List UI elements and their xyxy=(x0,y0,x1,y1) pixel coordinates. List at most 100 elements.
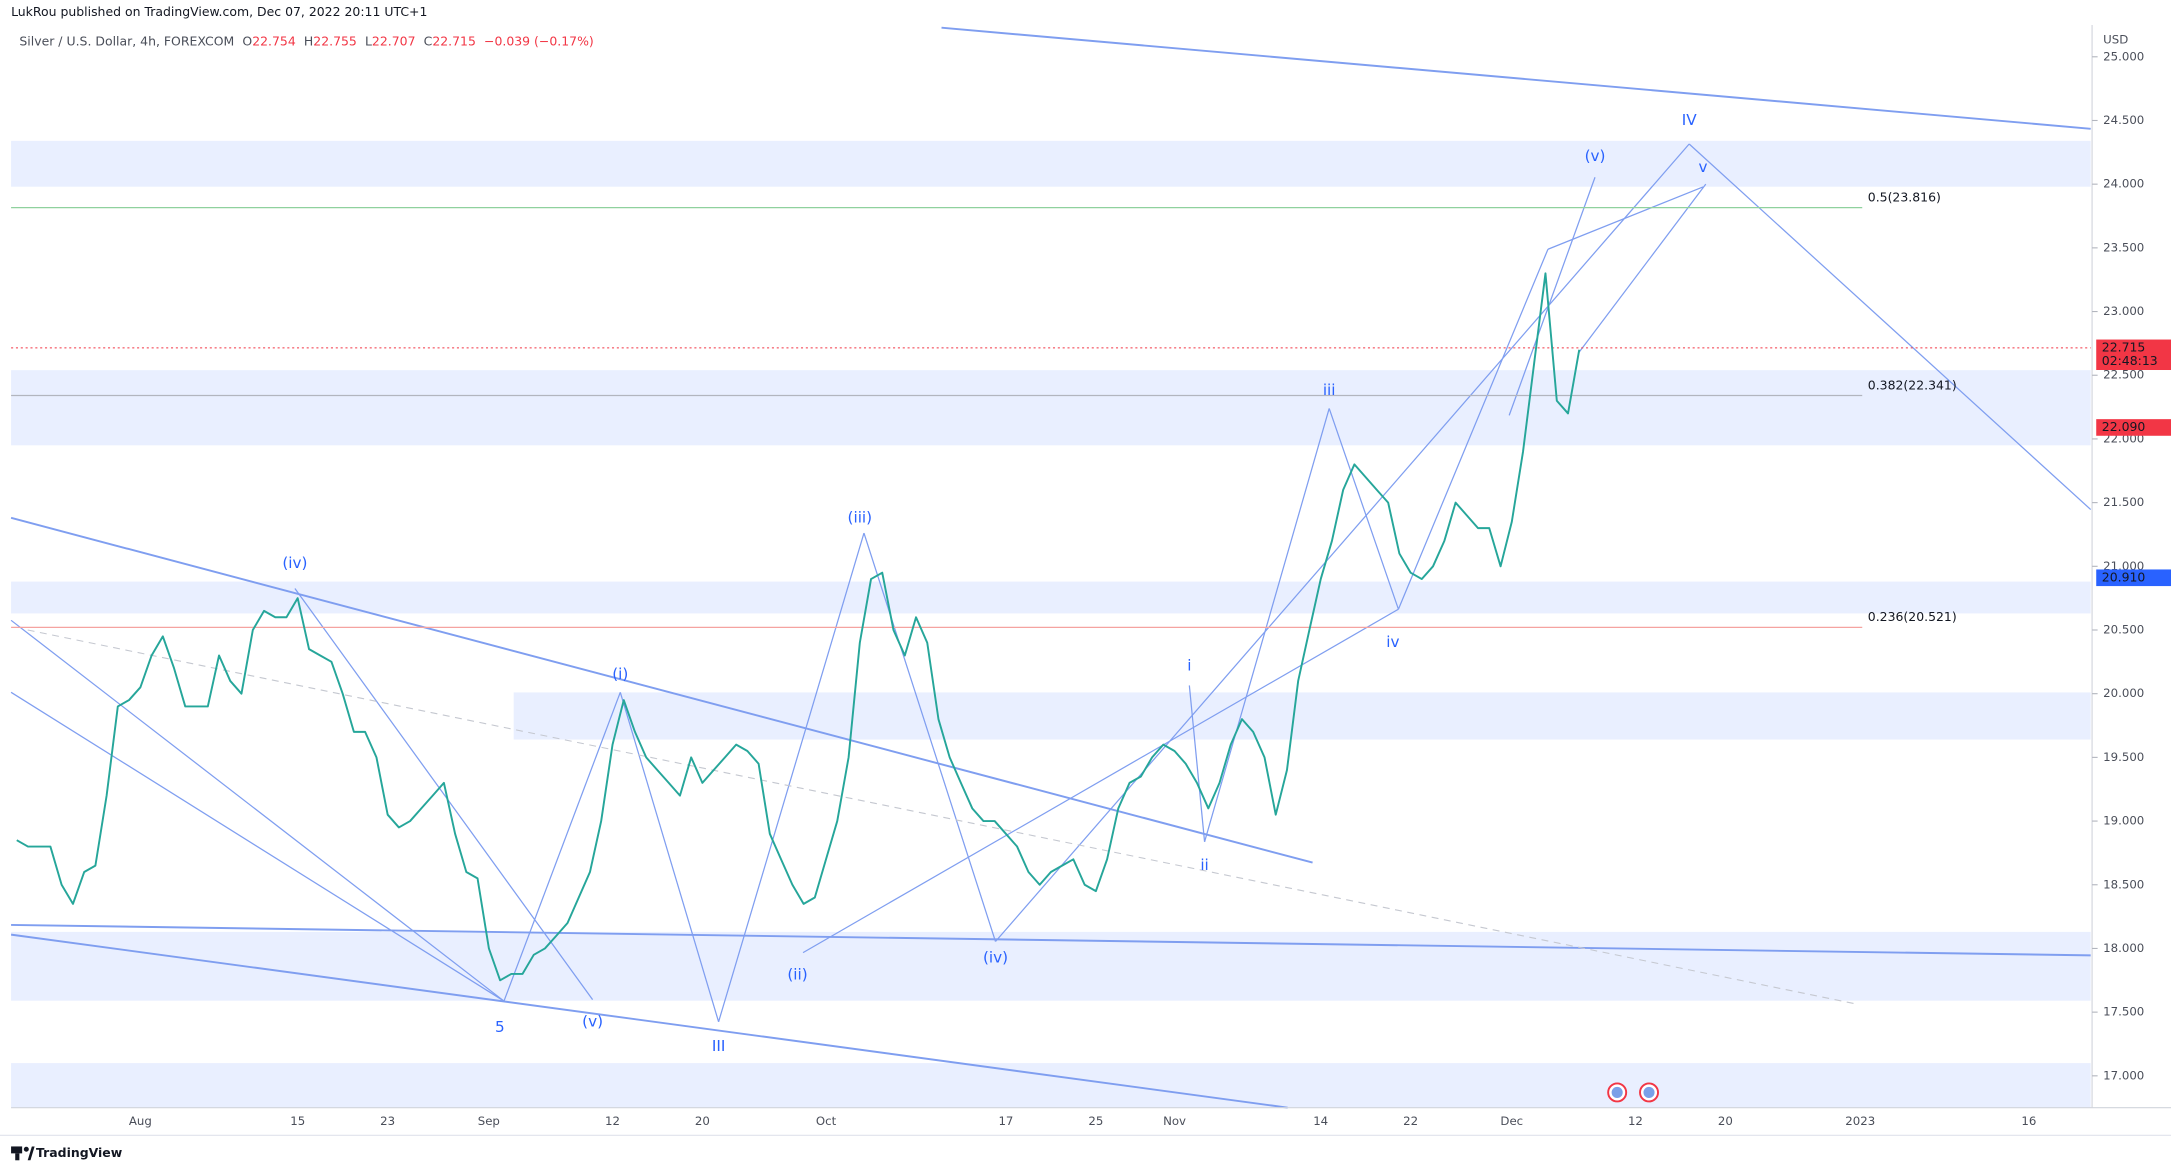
y-tick-label: 21.500 xyxy=(2103,495,2144,509)
y-tick-label: 21.000 xyxy=(2103,559,2144,573)
trendline xyxy=(941,26,2091,130)
x-tick-label: 20 xyxy=(1718,1114,1733,1128)
price-line xyxy=(16,272,1581,982)
ohlc-value: 22.755 xyxy=(313,33,357,48)
footer-logo xyxy=(11,1146,35,1161)
footer-brand: TradingView xyxy=(36,1145,123,1160)
trendline xyxy=(1577,183,1707,354)
x-tick-label: Nov xyxy=(1163,1114,1186,1128)
ohlc-value: 22.715 xyxy=(432,33,476,48)
y-tick-label: 23.500 xyxy=(2103,240,2144,254)
event-icon-fill xyxy=(1611,1086,1623,1098)
wave-label: 5 xyxy=(495,1018,505,1036)
trendline xyxy=(11,923,2091,957)
y-tick-label: 18.500 xyxy=(2103,877,2144,891)
ohlc-key: O xyxy=(242,33,252,48)
ohlc-key: L xyxy=(365,33,372,48)
x-tick-label: 15 xyxy=(290,1114,305,1128)
trendline xyxy=(1688,143,2092,511)
price-marker-label: 22.090 xyxy=(2102,419,2146,434)
symbol-line: Silver / U.S. Dollar, 4h, FOREXCOM O 22.7… xyxy=(19,33,593,48)
x-tick-label: 23 xyxy=(380,1114,395,1128)
wave-label: iii xyxy=(1323,381,1336,399)
y-tick-label: 18.000 xyxy=(2103,941,2144,955)
logo-shape xyxy=(11,1146,23,1154)
x-tick-label: 25 xyxy=(1088,1114,1103,1128)
plot-area: 0.5(23.816) 0.382(22.341) 0.236(20.521) xyxy=(10,26,2092,1109)
symbol: Silver / U.S. Dollar, 4h, FOREXCOM xyxy=(19,33,234,48)
logo-shape xyxy=(15,1153,20,1161)
ohlc-value: 22.707 xyxy=(372,33,416,48)
y-tick-label: 20.000 xyxy=(2103,686,2144,700)
trendline xyxy=(995,143,1690,942)
x-tick-label: 16 xyxy=(2021,1114,2036,1128)
y-tick-label: 20.500 xyxy=(2103,622,2144,636)
x-tick-label: 12 xyxy=(1628,1114,1643,1128)
x-tick-label: 2023 xyxy=(1845,1114,1875,1128)
y-tick-label: 25.000 xyxy=(2103,49,2144,63)
y-tick-label: 19.500 xyxy=(2103,750,2144,764)
wave-label: (v) xyxy=(1585,147,1606,165)
zone xyxy=(11,581,2091,614)
wave-label: (iv) xyxy=(983,949,1008,967)
price-marker-label: 20.910 xyxy=(2102,569,2146,584)
fib-label: 0.236(20.521) xyxy=(1868,609,1957,624)
trendline xyxy=(1188,685,1206,842)
trendline xyxy=(294,588,594,1001)
zone xyxy=(11,140,2091,187)
zone xyxy=(11,370,2091,446)
zone xyxy=(11,1063,2091,1108)
currency: USD xyxy=(2103,33,2128,47)
wave-label: III xyxy=(712,1037,725,1055)
x-tick-label: 17 xyxy=(998,1114,1013,1128)
ohlc-key: C xyxy=(424,33,433,48)
wave-label: i xyxy=(1187,656,1191,674)
price-marker xyxy=(2096,569,2171,587)
zone xyxy=(11,931,2091,1001)
publisher: LukRou published on TradingView.com, Dec… xyxy=(11,4,427,19)
price-marker xyxy=(2096,339,2171,371)
trendline xyxy=(10,691,505,1002)
price-marker-label: 22.715 xyxy=(2102,339,2146,354)
change: −0.039 (−0.17%) xyxy=(484,33,594,48)
trendline xyxy=(503,692,621,1002)
wave-label: (iv) xyxy=(282,554,307,572)
trendline xyxy=(1203,408,1330,843)
price-marker xyxy=(2096,419,2171,436)
wave-label: IV xyxy=(1682,111,1697,129)
x-tick-label: Aug xyxy=(129,1114,152,1128)
x-tick-label: 12 xyxy=(605,1114,620,1128)
logo-shape xyxy=(23,1146,29,1152)
wave-label: ii xyxy=(1200,856,1208,874)
fib-label: 0.5(23.816) xyxy=(1868,189,1941,204)
trendline xyxy=(802,608,1399,954)
wave-label: (iii) xyxy=(848,508,873,526)
trendline xyxy=(1508,177,1596,416)
trendline xyxy=(10,516,1313,864)
x-tick-label: Oct xyxy=(816,1114,837,1128)
y-tick-label: 23.000 xyxy=(2103,304,2144,318)
y-tick-label: 19.000 xyxy=(2103,814,2144,828)
x-tick-label: 20 xyxy=(695,1114,710,1128)
trendline xyxy=(10,619,505,1002)
y-tick-label: 24.000 xyxy=(2103,177,2144,191)
x-tick-label: Dec xyxy=(1500,1114,1523,1128)
x-tick-label: Sep xyxy=(478,1114,500,1128)
x-tick-label: 14 xyxy=(1313,1114,1328,1128)
trendline xyxy=(717,532,865,1023)
y-tick-label: 17.000 xyxy=(2103,1068,2144,1082)
wave-label: iv xyxy=(1386,633,1399,651)
y-tick-label: 24.500 xyxy=(2103,113,2144,127)
y-tick-label: 22.500 xyxy=(2103,368,2144,382)
zone xyxy=(513,692,2091,740)
wave-label: v xyxy=(1699,158,1708,176)
trendline xyxy=(619,692,720,1023)
fib-label: 0.382(22.341) xyxy=(1868,377,1957,392)
event-icon-fill xyxy=(1643,1086,1655,1098)
countdown: 02:48:13 xyxy=(2102,353,2158,368)
trendline xyxy=(1328,408,1400,610)
wave-label: (ii) xyxy=(787,965,807,983)
